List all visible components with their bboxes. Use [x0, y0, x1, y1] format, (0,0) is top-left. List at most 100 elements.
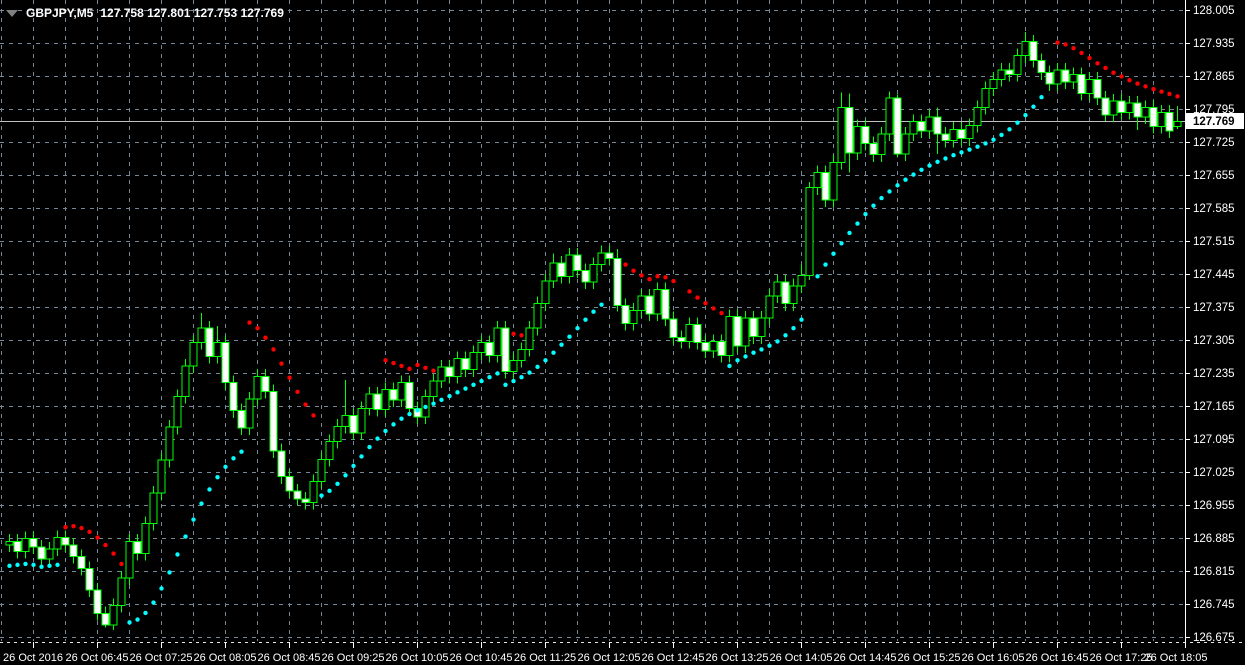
sar-dot-cyan: [55, 562, 60, 568]
price-label: 126.955: [1193, 500, 1235, 512]
sar-dot-red: [423, 365, 428, 371]
candle-body: [397, 381, 406, 401]
candle-body: [581, 270, 590, 283]
candle-body: [205, 327, 214, 358]
time-label: 26 Oct 06:45: [66, 652, 129, 664]
sar-dot-cyan: [1031, 104, 1036, 109]
sar-dot-cyan: [815, 274, 820, 279]
candle-body: [605, 252, 614, 259]
candle-body: [1165, 111, 1174, 132]
sar-dot-cyan: [511, 378, 516, 384]
sar-dot-cyan: [879, 195, 884, 201]
sar-dot-red: [111, 551, 116, 556]
time-label: 26 Oct 09:25: [322, 652, 385, 664]
sar-dot-cyan: [519, 375, 524, 380]
candle-body: [813, 172, 822, 189]
sar-dot-cyan: [423, 404, 428, 410]
candle-body: [221, 341, 230, 383]
sar-dot-cyan: [7, 563, 12, 569]
sar-dot-red: [1071, 45, 1076, 51]
sar-dot-cyan: [783, 333, 788, 338]
sar-dot-cyan: [1015, 120, 1020, 125]
candle-body: [637, 295, 646, 311]
sar-dot-cyan: [471, 382, 476, 387]
sar-dot-red: [63, 524, 68, 530]
candle-body: [1021, 41, 1030, 57]
candle-body: [677, 337, 686, 342]
candle-body: [269, 390, 278, 452]
sar-dot-cyan: [39, 564, 44, 569]
time-axis[interactable]: 26 Oct 2016 26 Oct 06:45 26 Oct 07:25 26 Oc…: [0, 642, 1245, 664]
sar-dot-cyan: [847, 230, 852, 236]
candle-body: [645, 295, 654, 315]
sar-dot-red: [87, 529, 92, 535]
candle-body: [21, 537, 30, 553]
price-axis[interactable]: 128.005127.935127.865127.795127.725127.6…: [1185, 0, 1235, 648]
sar-dot-cyan: [591, 309, 596, 314]
time-label: 26 Oct 17:25: [1090, 652, 1153, 664]
sar-dot-red: [303, 402, 308, 407]
sar-dot-cyan: [391, 422, 396, 427]
candle-body: [533, 303, 542, 329]
sar-dot-red: [1135, 81, 1140, 86]
sar-dot-cyan: [927, 163, 932, 168]
sar-dot-cyan: [895, 183, 900, 188]
candle-body: [661, 289, 670, 320]
candle-body: [301, 498, 310, 504]
candle-body: [789, 285, 798, 305]
sar-dot-cyan: [791, 326, 796, 331]
sar-dot-cyan: [447, 393, 452, 399]
candle-body: [61, 537, 70, 546]
price-label: 127.935: [1193, 38, 1235, 50]
candle-body: [1085, 78, 1094, 94]
sar-dot-red: [407, 366, 412, 371]
price-tag-box: [1186, 113, 1244, 129]
candle-body: [1125, 102, 1134, 113]
sar-dot-cyan: [759, 347, 764, 352]
sar-dot-red: [655, 274, 660, 279]
time-label: 26 Oct 14:45: [834, 652, 897, 664]
sar-dot-cyan: [399, 416, 404, 421]
candle-body: [573, 254, 582, 272]
candle-body: [1109, 100, 1118, 116]
sar-dot-cyan: [159, 586, 164, 591]
sar-dots-above-layer: [63, 40, 1180, 567]
price-label: 127.515: [1193, 236, 1235, 248]
chart-title: GBPJPY,M5 127.758 127.801 127.753 127.76…: [6, 6, 284, 20]
sar-dot-cyan: [495, 371, 500, 376]
candle-body: [37, 546, 46, 560]
candle-body: [733, 315, 742, 347]
candle-body: [117, 577, 126, 606]
sar-dot-cyan: [487, 375, 492, 380]
price-label: 126.885: [1193, 533, 1235, 545]
sar-dot-red: [639, 273, 644, 278]
candle-body: [709, 340, 718, 352]
candle-body: [477, 341, 486, 354]
candle-body: [69, 544, 78, 557]
candle-body: [773, 281, 782, 297]
sar-dot-cyan: [543, 358, 548, 363]
candle-body: [1173, 120, 1182, 127]
price-label: 127.865: [1193, 71, 1235, 83]
sar-dot-cyan: [999, 132, 1004, 138]
sar-dot-cyan: [231, 456, 236, 461]
candle-body: [1149, 107, 1158, 127]
price-label: 126.815: [1193, 566, 1235, 578]
sar-dot-cyan: [727, 363, 732, 369]
candle-body: [389, 389, 398, 401]
symbol-period-label: GBPJPY,M5: [26, 6, 94, 20]
price-label: 127.655: [1193, 170, 1235, 182]
candle-body: [1069, 74, 1078, 83]
candle-body: [701, 341, 710, 352]
sar-dot-red: [647, 276, 652, 282]
time-label: 26 Oct 18:05: [1145, 652, 1208, 664]
candle-body: [885, 97, 894, 135]
sar-dot-cyan: [15, 562, 20, 568]
sar-dot-cyan: [215, 474, 220, 480]
candle-body: [429, 380, 438, 398]
time-label: 26 Oct 08:05: [194, 652, 257, 664]
sar-dot-cyan: [375, 436, 380, 441]
candle-body: [277, 450, 286, 478]
candle-body: [949, 128, 958, 142]
